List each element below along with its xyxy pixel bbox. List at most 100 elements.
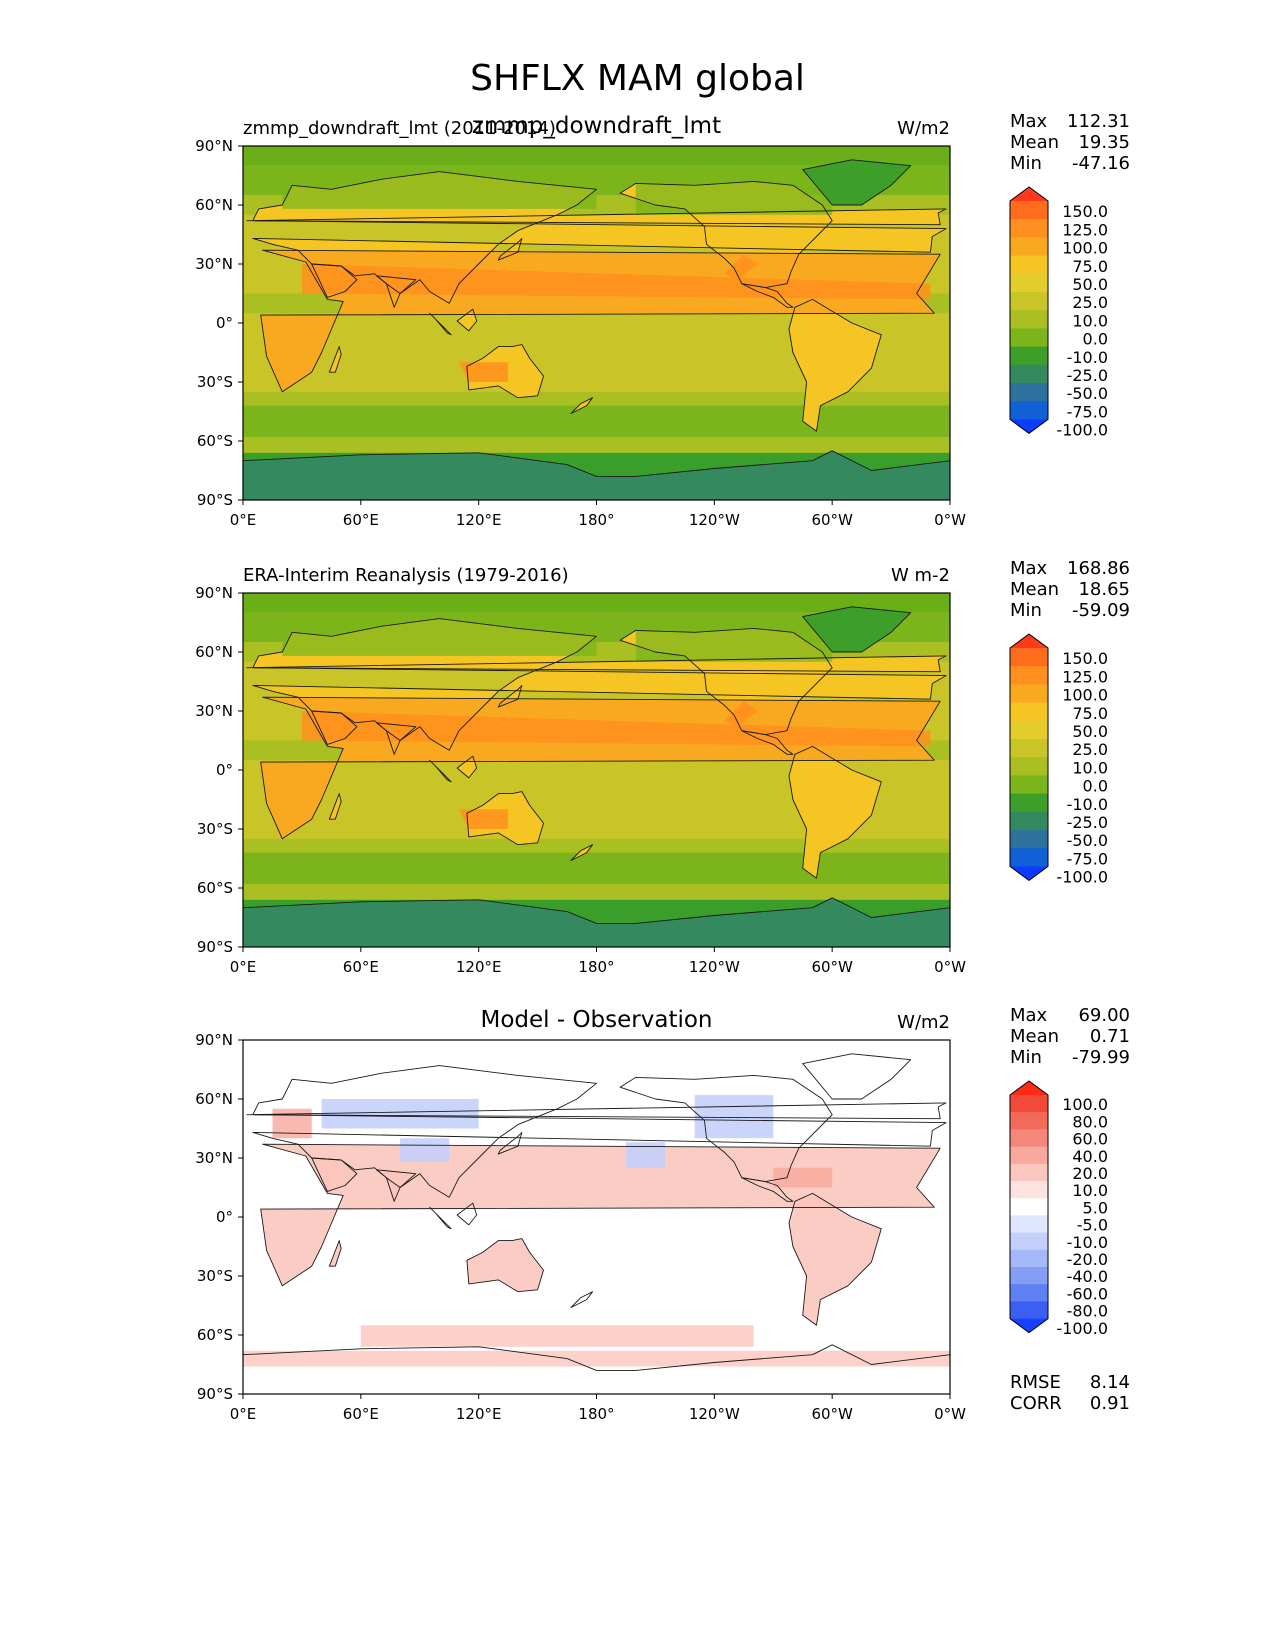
x-tick-label: 120°E — [456, 958, 502, 976]
colorbar-tick-label: 75.0 — [1072, 257, 1108, 276]
colorbar-tick-label: 40.0 — [1072, 1147, 1108, 1166]
colorbar-segment — [1010, 1163, 1048, 1182]
colorbar-segment — [1010, 383, 1048, 402]
colorbar-tick-label: -50.0 — [1067, 384, 1108, 403]
colorbar-segment — [1010, 292, 1048, 311]
colorbar-tick-label: -25.0 — [1067, 366, 1108, 385]
colorbar-segment — [1010, 1181, 1048, 1199]
x-tick-label: 0°E — [230, 511, 257, 529]
stats-max-label: Max — [1010, 558, 1048, 579]
x-tick-label: 0°W — [934, 958, 966, 976]
panel-units: W m-2 — [890, 565, 950, 586]
colorbar-tick-label: 0.0 — [1083, 330, 1108, 349]
panel-units: W/m2 — [897, 118, 950, 139]
y-tick-label: 90°S — [197, 491, 233, 509]
stats-min-value: -59.09 — [1071, 600, 1130, 621]
colorbar-segment — [1010, 1284, 1048, 1302]
colorbar-segment — [1010, 219, 1048, 238]
map-field — [243, 146, 950, 500]
x-tick-label: 60°E — [343, 1405, 379, 1423]
colorbar-tick-label: 5.0 — [1083, 1198, 1108, 1217]
stats-min-label: Min — [1010, 153, 1042, 174]
stats-max-label: Max — [1010, 111, 1048, 132]
colorbar-tick-label: -25.0 — [1067, 813, 1108, 832]
x-tick-label: 60°E — [343, 958, 379, 976]
colorbar-tick-label: 125.0 — [1062, 667, 1108, 686]
colorbar-tick-label: -75.0 — [1067, 402, 1108, 421]
colorbar-segment — [1010, 684, 1048, 704]
panel-2: 0°E 60°E 120°E 180° 120°W 60°W 0°W 90°N 60°N 30°N… — [195, 584, 1108, 976]
colorbar-segment — [1010, 811, 1048, 831]
y-tick-label: 30°N — [195, 702, 233, 720]
y-tick-label: 90°S — [197, 1385, 233, 1403]
x-tick-label: 120°W — [689, 1405, 740, 1423]
colorbar-tick-label: -40.0 — [1067, 1267, 1108, 1286]
colorbar-segment — [1010, 1146, 1048, 1165]
y-tick-label: 0° — [216, 314, 233, 332]
colorbar-segment — [1010, 848, 1048, 867]
stats-min-value: -79.99 — [1071, 1047, 1130, 1068]
stats-max-value: 112.31 — [1067, 111, 1130, 132]
y-tick-label: 0° — [216, 761, 233, 779]
colorbar: 150.0125.0100.075.050.025.010.00.0-10.0-… — [1009, 186, 1108, 440]
y-tick-label: 30°S — [197, 820, 233, 838]
stats-min-label: Min — [1010, 600, 1042, 621]
colorbar: 100.080.060.040.020.010.05.0-5.0-10.0-20… — [1009, 1080, 1108, 1338]
x-tick-label: 60°W — [811, 1405, 853, 1423]
x-tick-label: 0°E — [230, 1405, 257, 1423]
colorbar-tick-label: 20.0 — [1072, 1164, 1108, 1183]
metric-corr-value: 0.91 — [1089, 1393, 1130, 1414]
metric-rmse-label: RMSE — [1010, 1372, 1061, 1393]
stats-max-label: Max — [1010, 1005, 1048, 1026]
map-field — [243, 593, 950, 947]
y-tick-label: 30°N — [195, 255, 233, 273]
stats-max-value: 69.00 — [1078, 1005, 1130, 1026]
colorbar-tick-label: 10.0 — [1072, 758, 1108, 777]
colorbar-segment — [1010, 702, 1048, 722]
y-tick-label: 30°S — [197, 1267, 233, 1285]
x-tick-label: 180° — [578, 511, 614, 529]
colorbar-segment — [1010, 830, 1048, 849]
panel-1: 0°E 60°E 120°E 180° 120°W 60°W 0°W 90°N 60°N 30°N… — [195, 137, 1108, 529]
y-tick-label: 0° — [216, 1208, 233, 1226]
panel-title: Model - Observation — [480, 1007, 713, 1033]
colorbar-extend-min — [1010, 419, 1048, 434]
colorbar-segment — [1010, 255, 1048, 275]
x-tick-label: 120°E — [456, 511, 502, 529]
colorbar-tick-label: -100.0 — [1056, 1319, 1108, 1338]
colorbar-segment — [1010, 1267, 1048, 1285]
y-tick-label: 30°N — [195, 1149, 233, 1167]
x-tick-label: 60°W — [811, 958, 853, 976]
y-tick-label: 60°N — [195, 196, 233, 214]
colorbar-segment — [1010, 346, 1048, 366]
colorbar-tick-label: -10.0 — [1067, 795, 1108, 814]
y-tick-label: 90°S — [197, 938, 233, 956]
colorbar-tick-label: 10.0 — [1072, 1181, 1108, 1200]
colorbar-segment — [1010, 237, 1048, 257]
colorbar-tick-label: -80.0 — [1067, 1302, 1108, 1321]
colorbar-segment — [1010, 364, 1048, 384]
x-tick-label: 180° — [578, 1405, 614, 1423]
figure-title: SHFLX MAM global — [470, 58, 805, 99]
colorbar-segment — [1010, 775, 1048, 795]
colorbar-segment — [1010, 757, 1048, 776]
colorbar-tick-label: 0.0 — [1083, 777, 1108, 796]
x-tick-label: 60°E — [343, 511, 379, 529]
colorbar-tick-label: -5.0 — [1077, 1216, 1108, 1235]
stats-mean-value: 0.71 — [1089, 1026, 1130, 1047]
colorbar: 150.0125.0100.075.050.025.010.00.0-10.0-… — [1009, 633, 1108, 887]
colorbar-segment — [1010, 1129, 1048, 1148]
colorbar-tick-label: 10.0 — [1072, 311, 1108, 330]
stats-mean-value: 18.65 — [1078, 579, 1130, 600]
panel-units: W/m2 — [897, 1012, 950, 1033]
y-tick-label: 30°S — [197, 373, 233, 391]
y-tick-label: 60°N — [195, 643, 233, 661]
colorbar-segment — [1010, 201, 1048, 220]
colorbar-extend-max — [1010, 1081, 1048, 1095]
panel-subtitle: ERA-Interim Reanalysis (1979-2016) — [243, 565, 569, 586]
colorbar-tick-label: 100.0 — [1062, 686, 1108, 705]
colorbar-segment — [1010, 1198, 1048, 1216]
colorbar-segment — [1010, 720, 1048, 740]
colorbar-tick-label: 50.0 — [1072, 722, 1108, 741]
